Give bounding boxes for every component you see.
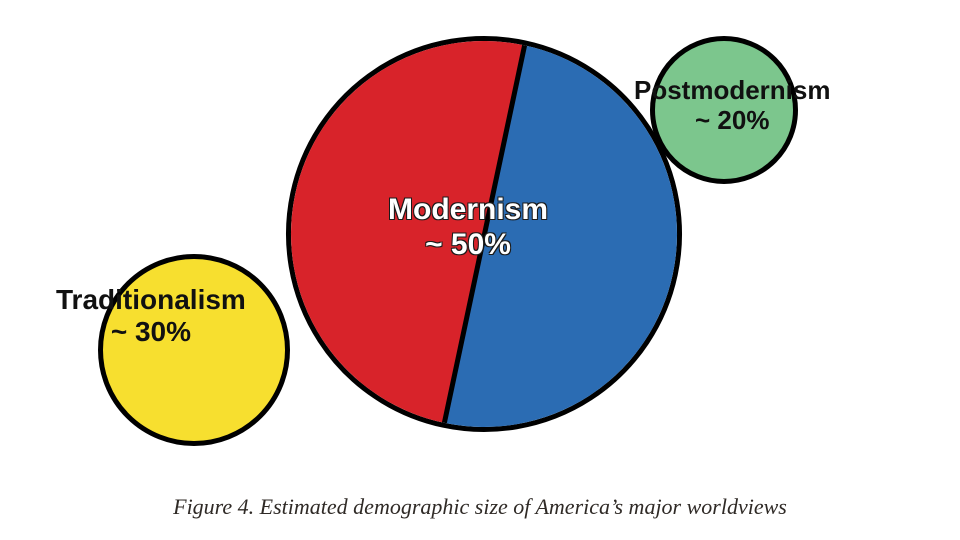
traditionalism-label-text: Traditionalism <box>56 284 246 315</box>
postmodernism-label-text: Postmodernism <box>634 75 831 105</box>
modernism-label: Modernism ~ 50% <box>388 193 548 262</box>
figure-caption-text: Figure 4. Estimated demographic size of … <box>173 494 787 519</box>
diagram-stage: Traditionalism ~ 30% Modernism ~ 50% Pos… <box>0 0 960 540</box>
modernism-percent: ~ 50% <box>388 228 548 263</box>
traditionalism-label: Traditionalism ~ 30% <box>56 284 246 348</box>
postmodernism-label: Postmodernism ~ 20% <box>634 76 831 136</box>
postmodernism-percent: ~ 20% <box>634 106 831 136</box>
traditionalism-percent: ~ 30% <box>56 316 246 348</box>
figure-caption: Figure 4. Estimated demographic size of … <box>0 494 960 520</box>
modernism-label-text: Modernism <box>388 193 548 226</box>
